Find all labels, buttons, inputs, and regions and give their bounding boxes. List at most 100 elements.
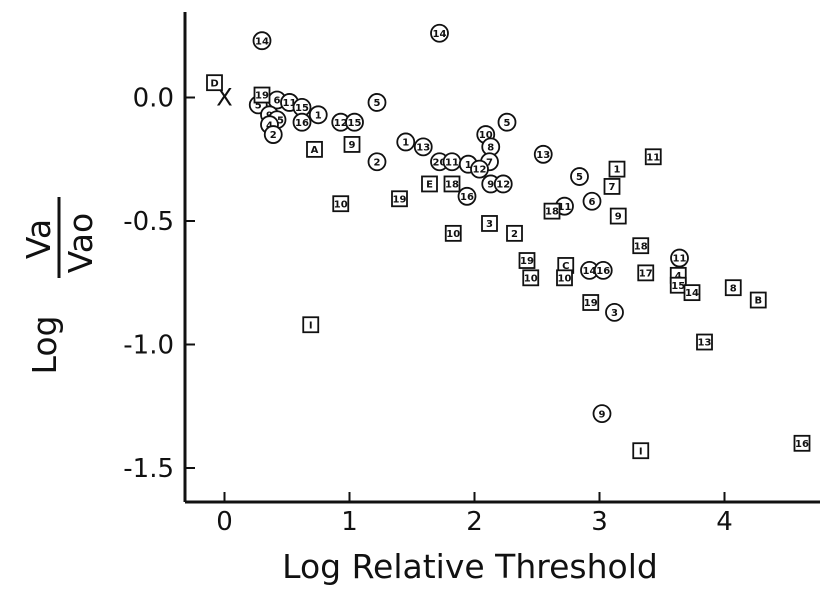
circle-marker	[605, 302, 624, 322]
point-label: 19	[255, 91, 269, 102]
circle-data-point: 1	[396, 132, 416, 152]
point-label: 4	[266, 120, 273, 131]
point-label: 10	[334, 199, 348, 210]
point-label: 2	[511, 229, 518, 240]
square-marker	[609, 207, 627, 225]
square-data-point: 19	[253, 86, 271, 104]
square-data-point: 19	[582, 294, 600, 311]
point-label: 5	[576, 172, 583, 183]
square-marker	[518, 252, 536, 269]
tick-group: 0 1 2 3 40.0-0.5-1.0-1.5	[123, 84, 733, 538]
square-data-point: 8	[724, 279, 742, 297]
square-marker	[603, 178, 621, 195]
circle-data-point: 8	[481, 137, 501, 157]
point-label: 18	[634, 241, 648, 252]
point-label: 12	[496, 180, 510, 191]
circle-marker	[396, 132, 416, 152]
square-data-point: 9	[343, 136, 361, 153]
square-data-point: 18	[632, 237, 650, 255]
point-label: 11	[283, 98, 297, 109]
circle-data-point: 5	[570, 167, 589, 186]
circle-data-point: 12	[493, 174, 513, 194]
point-label: 16	[295, 118, 309, 129]
square-marker	[556, 269, 573, 287]
y-axis-title-denominator: Vao	[61, 213, 100, 273]
x-tick-label: 2	[466, 507, 483, 537]
point-label: 13	[698, 338, 712, 349]
point-label: 16	[596, 266, 610, 277]
square-data-point: 17	[637, 264, 655, 282]
square-marker	[444, 224, 462, 242]
circle-marker	[292, 112, 312, 132]
point-label: 11	[646, 152, 660, 163]
point-label: 9	[487, 180, 494, 191]
circle-data-point: 5	[497, 112, 517, 132]
circle-data-point: 16	[593, 260, 613, 280]
point-label: 15	[348, 118, 362, 129]
circle-marker	[252, 31, 272, 51]
point-label: 16	[460, 192, 474, 203]
circle-marker	[263, 125, 283, 144]
square-data-point: 18	[543, 202, 561, 220]
point-label: C	[562, 261, 569, 272]
point-label: I	[309, 320, 313, 331]
square-marker	[582, 294, 600, 311]
circle-marker	[345, 112, 364, 132]
point-label: 1	[614, 165, 621, 176]
circle-data-point: 11	[442, 152, 462, 172]
square-marker	[644, 148, 662, 166]
point-label: 18	[445, 180, 459, 191]
point-label: A	[311, 145, 319, 156]
point-label: 6	[274, 96, 281, 107]
square-marker	[253, 86, 271, 104]
circle-marker	[367, 152, 387, 172]
point-label: I	[639, 446, 643, 457]
circle-data-point: 16	[292, 112, 312, 132]
circle-data-point: 1	[308, 105, 328, 125]
point-label: 10	[558, 273, 572, 284]
point-label: 12	[334, 118, 348, 129]
point-label: 18	[545, 207, 559, 218]
point-label: 14	[433, 29, 447, 40]
square-marker	[632, 237, 650, 255]
point-label: 3	[486, 219, 493, 230]
point-label: 6	[589, 197, 596, 208]
square-data-point: 15	[669, 276, 687, 294]
point-label: 16	[795, 439, 809, 450]
point-label: 13	[536, 150, 550, 161]
square-data-point: 3	[481, 215, 498, 232]
circle-data-point: 12	[470, 159, 489, 179]
circle-marker	[308, 105, 328, 125]
y-axis-title: Log Va Vao	[19, 197, 100, 374]
square-data-point: 1	[608, 160, 626, 178]
square-marker	[391, 190, 408, 208]
y-tick-label: -0.5	[123, 207, 174, 237]
point-label: 2	[374, 157, 381, 168]
circle-marker	[493, 174, 513, 194]
circle-marker	[582, 191, 602, 211]
circle-marker	[533, 144, 553, 164]
square-data-point: 13	[696, 333, 713, 351]
point-label: 5	[255, 101, 262, 112]
square-data-point: 19	[391, 190, 408, 208]
point-label: 14	[685, 288, 699, 299]
circle-marker	[497, 112, 517, 132]
square-marker	[443, 175, 461, 193]
square-marker	[608, 160, 626, 178]
square-data-point: 7	[603, 178, 621, 195]
square-data-point: 19	[518, 252, 536, 269]
point-label: 19	[584, 298, 598, 309]
point-label: 14	[583, 266, 597, 277]
point-label: 14	[255, 36, 269, 47]
circle-marker	[570, 167, 589, 186]
circle-marker	[470, 159, 489, 179]
circle-data-point: 2	[367, 152, 387, 172]
square-marker	[421, 175, 438, 193]
point-label: 8	[730, 283, 737, 294]
circle-data-point: 9	[592, 404, 612, 424]
x-axis-title: Log Relative Threshold	[282, 547, 658, 586]
circle-marker	[670, 248, 689, 268]
square-marker	[506, 224, 523, 242]
square-marker	[632, 442, 650, 460]
